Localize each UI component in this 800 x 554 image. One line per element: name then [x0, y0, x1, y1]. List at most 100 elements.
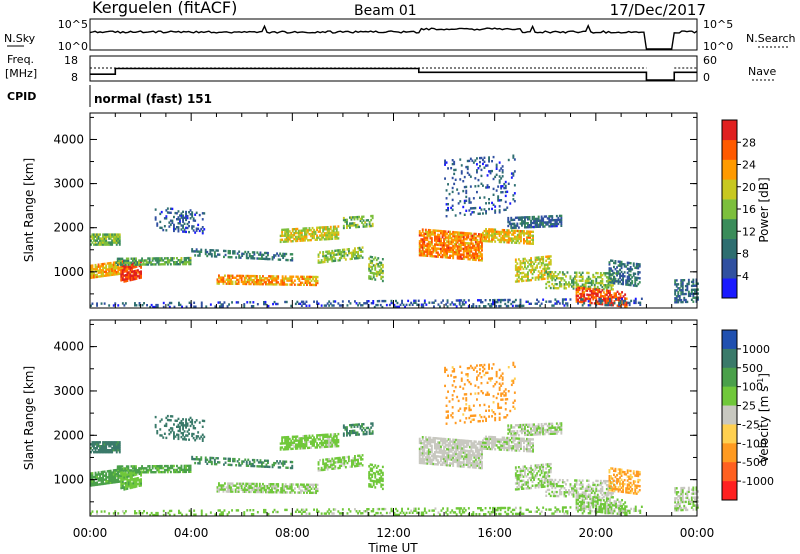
- power-cell: [467, 252, 470, 255]
- power-cell: [251, 251, 254, 254]
- power-cell: [286, 277, 289, 280]
- power-cell: [185, 212, 187, 216]
- velocity-cell: [262, 465, 265, 468]
- velocity-cell: [281, 485, 284, 488]
- velocity-cell: [188, 432, 190, 435]
- power-cell: [129, 276, 132, 280]
- power-cell: [449, 248, 451, 251]
- velocity-cell: [282, 436, 285, 439]
- velocity-cell: [354, 457, 356, 460]
- velocity-cell: [230, 482, 232, 485]
- power-cell: [482, 231, 484, 235]
- velocity-cell: [195, 419, 198, 422]
- velocity-cell: [418, 441, 421, 445]
- power-cell: [368, 269, 371, 272]
- power-cell: [441, 247, 444, 251]
- power-cell: [102, 268, 104, 272]
- velocity-cell: [285, 442, 288, 445]
- power-cell: [118, 233, 121, 236]
- velocity-cell: [271, 487, 273, 490]
- velocity-cell: [108, 481, 111, 485]
- power-cell: [355, 225, 357, 229]
- power-cell: [176, 218, 178, 221]
- power-cell: [377, 273, 380, 276]
- power-cell: [326, 231, 329, 235]
- power-cell: [127, 265, 130, 268]
- power-cell: [610, 294, 613, 297]
- power-cell: [458, 239, 461, 242]
- velocity-cell: [215, 463, 218, 466]
- power-cell: [458, 257, 461, 260]
- power-cell: [596, 275, 599, 279]
- velocity-cell: [323, 464, 326, 467]
- power-cell: [527, 279, 529, 282]
- velocity-cell: [374, 472, 377, 475]
- power-cell: [507, 182, 510, 185]
- power-cell: [440, 255, 442, 259]
- velocity-cell: [228, 482, 231, 485]
- power-cell: [379, 303, 382, 307]
- power-cell: [504, 180, 507, 184]
- velocity-cell: [351, 461, 353, 464]
- velocity-cell: [235, 464, 238, 467]
- power-cell: [289, 275, 292, 278]
- velocity-cell: [427, 448, 430, 451]
- power-cell: [368, 225, 371, 228]
- velocity-cell: [323, 466, 326, 469]
- velocity-cell: [185, 470, 187, 474]
- power-cell: [506, 241, 509, 244]
- power-cell: [674, 301, 677, 304]
- velocity-cell: [426, 462, 429, 465]
- power-cell: [284, 277, 287, 280]
- velocity-cell: [112, 471, 115, 474]
- velocity-cell: [251, 488, 254, 492]
- power-cell: [488, 228, 490, 231]
- velocity-cell: [191, 455, 194, 459]
- power-cell: [230, 274, 232, 277]
- power-cell: [378, 273, 381, 276]
- power-cell: [109, 271, 112, 275]
- power-cell: [102, 243, 104, 246]
- velocity-cell: [420, 453, 423, 457]
- power-cell: [420, 234, 423, 237]
- power-cell: [441, 253, 444, 257]
- power-cell: [337, 253, 340, 256]
- power-cell: [497, 232, 500, 236]
- velocity-cell: [349, 430, 351, 433]
- power-cell: [224, 274, 226, 277]
- power-cell: [489, 230, 492, 233]
- velocity-cell: [418, 449, 421, 453]
- power-cell: [634, 276, 637, 279]
- power-cell: [423, 238, 426, 241]
- power-cell: [473, 234, 476, 238]
- power-cell: [460, 299, 463, 302]
- velocity-cell: [317, 467, 320, 470]
- power-cell: [589, 287, 592, 291]
- power-cell: [127, 277, 130, 280]
- power-cell: [287, 228, 290, 231]
- power-cell: [299, 229, 302, 232]
- velocity-cell: [354, 465, 356, 468]
- velocity-cell: [316, 483, 319, 487]
- power-cell: [294, 231, 297, 235]
- velocity-cell: [289, 483, 292, 486]
- power-cell: [154, 259, 157, 262]
- power-cell: [578, 300, 581, 304]
- power-cell: [500, 177, 503, 180]
- power-cell: [468, 209, 471, 212]
- power-cell: [297, 237, 300, 240]
- power-cell: [131, 274, 133, 277]
- power-cell: [530, 219, 532, 223]
- power-cell: [334, 231, 337, 234]
- power-cell: [681, 288, 684, 292]
- velocity-cell: [424, 456, 427, 459]
- power-cell: [225, 282, 228, 285]
- power-cell: [114, 241, 117, 244]
- power-cell: [486, 230, 489, 233]
- power-cell: [587, 297, 590, 300]
- velocity-cell: [335, 437, 338, 440]
- power-cell: [481, 301, 484, 304]
- power-cell: [534, 266, 537, 269]
- power-cell: [94, 239, 97, 242]
- power-cell: [530, 230, 533, 233]
